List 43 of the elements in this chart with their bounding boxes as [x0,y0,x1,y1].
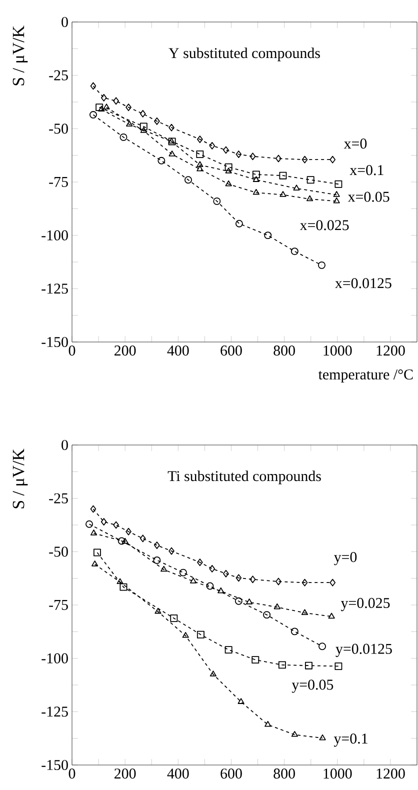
series-label: y=0.025 [340,598,390,612]
series-label: x=0.1 [350,165,384,176]
y-tick-label: -100 [42,230,68,240]
y-tick-label: -100 [42,653,68,664]
y-tick-label: -25 [49,70,68,80]
x-tick-label: 1200 [376,346,405,356]
series-label: y=0.0125 [336,644,392,657]
x-tick-label: 800 [274,346,295,356]
y-axis-title: S / μV/K [12,26,28,86]
y-tick-label: -50 [49,546,68,557]
x-tick-label: 200 [114,346,136,356]
x-tick-label: 0 [68,346,76,356]
x-tick-label: 1200 [376,768,405,779]
x-tick-label: 600 [220,346,242,356]
x-tick-label: 800 [274,768,295,779]
y-tick-label: -150 [42,760,68,770]
x-tick-label: 1000 [324,768,352,779]
series-label: x=0.0125 [335,278,392,288]
y-tick-label: -50 [49,124,68,134]
y-tick-label: 0 [62,440,68,450]
text: Y substituted compounds [168,48,320,62]
y-axis-title: S / μV/K [12,448,28,508]
x-tick-label: 400 [167,346,189,356]
x-axis-title: temperature /°C [318,369,413,383]
y-tick-label: 0 [62,16,68,28]
x-tick-label: 200 [114,768,136,779]
series-label: y=0.05 [292,680,334,693]
x-tick-label: 400 [167,768,189,779]
series-label: x=0 [344,138,367,149]
series-label: x=0.025 [300,220,349,230]
y-tick-label: -75 [49,600,68,610]
y-tick-label: -150 [42,336,68,348]
x-tick-label: 0 [68,768,76,779]
series-label: x=0.05 [348,192,390,202]
y-tick-label: -75 [49,177,68,187]
x-tick-label: 600 [220,768,242,779]
series-label: y=0 [334,552,357,566]
series-label: y=0.1 [334,734,368,747]
text: Ti substituted compounds [168,470,321,484]
y-tick-label: -125 [42,706,68,717]
y-tick-label: -125 [42,284,68,294]
y-tick-label: -25 [49,493,68,504]
x-tick-label: 1000 [324,346,352,356]
